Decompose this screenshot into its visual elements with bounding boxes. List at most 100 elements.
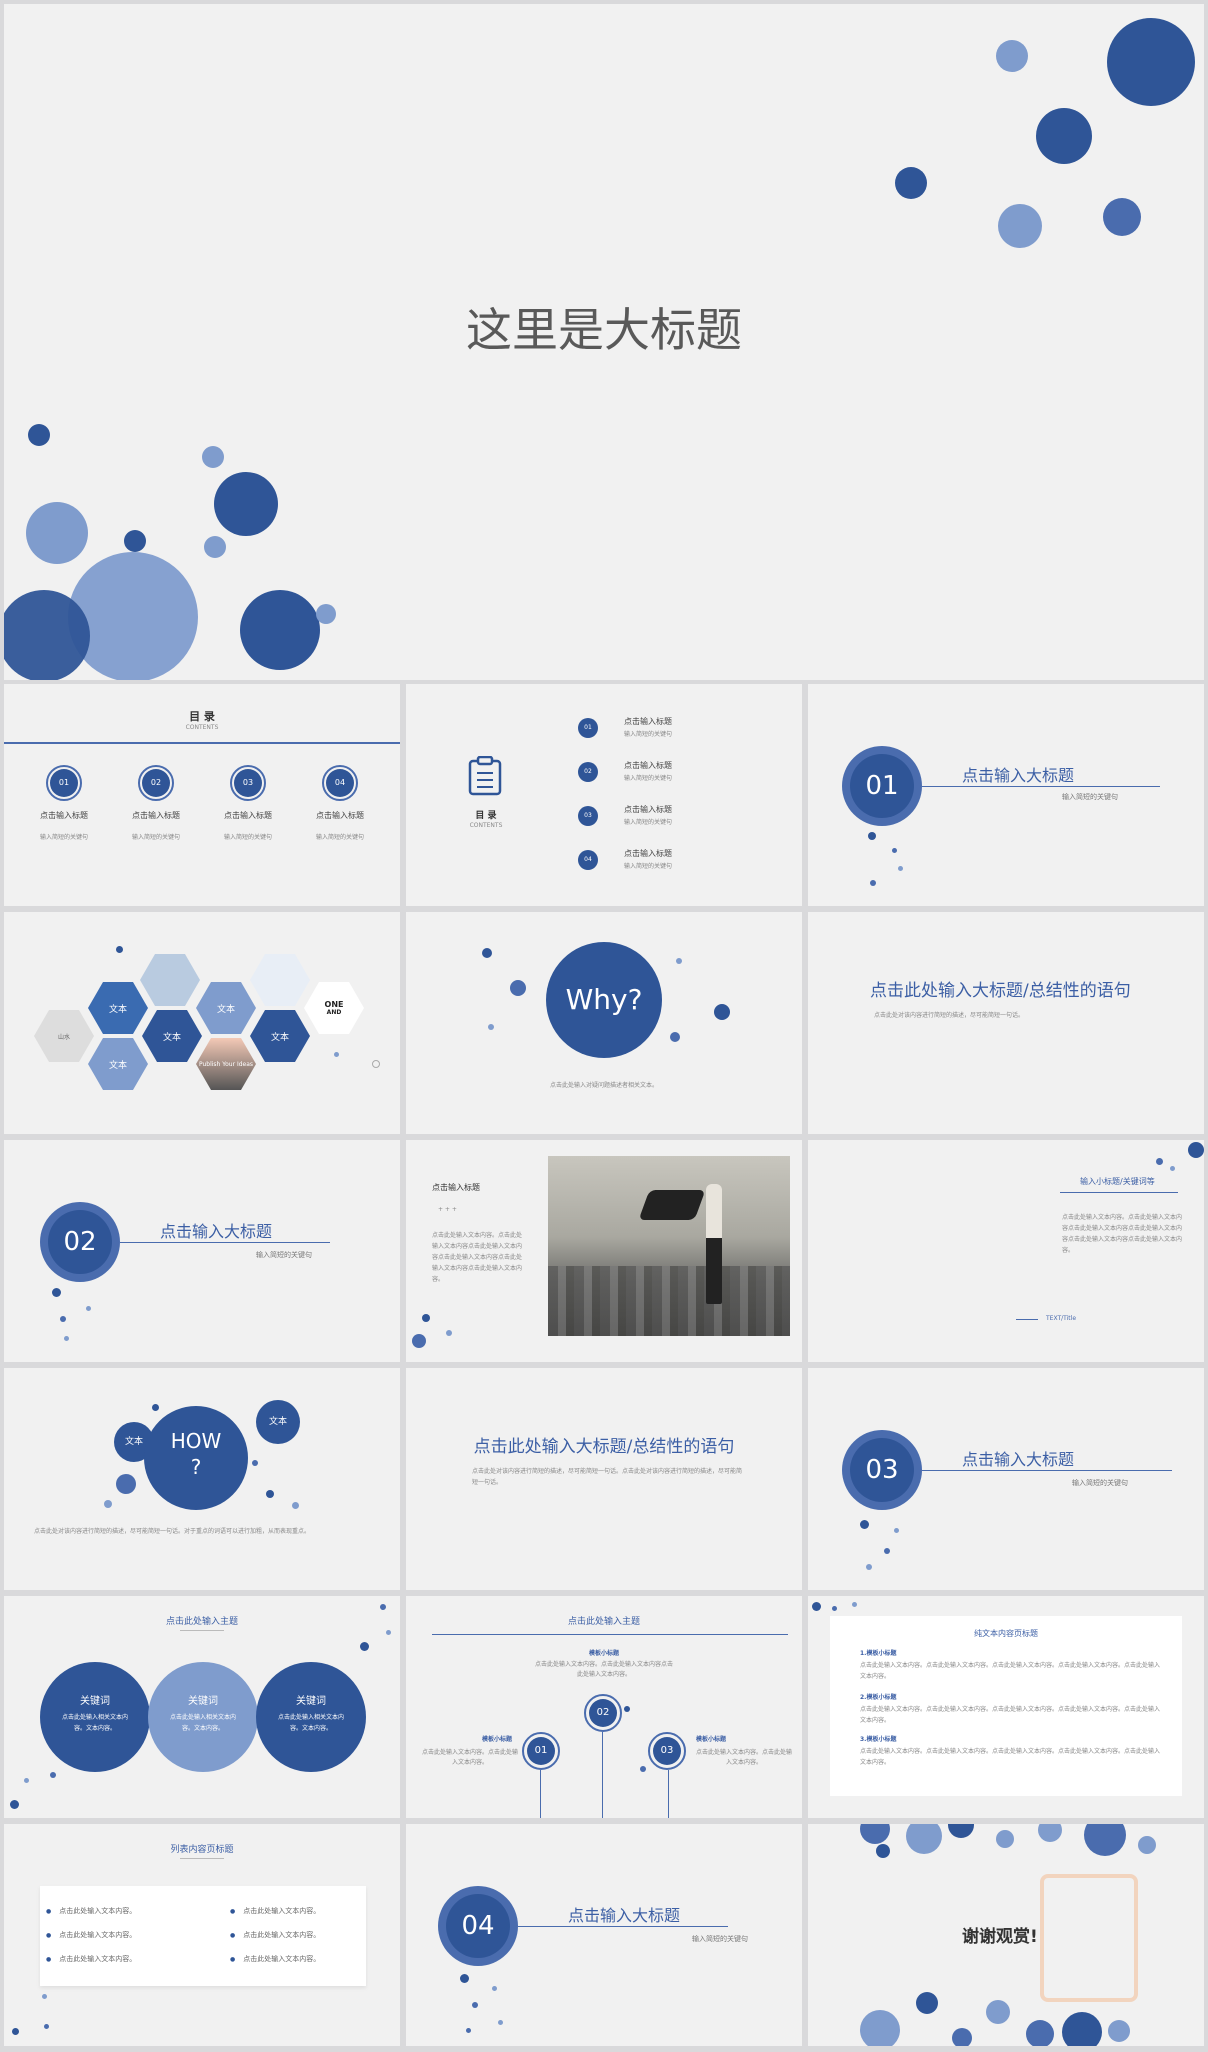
cover-slide[interactable]: 这里是大标题 (4, 4, 1204, 680)
body-text: 点击此处输入文本内容。点击此处输入文本内容点击此处输入文本内容点击此处输入文本内… (1062, 1214, 1183, 1254)
text-card (830, 1616, 1182, 1796)
dot (812, 1602, 821, 1611)
how-label: HOW ? (170, 1429, 222, 1479)
item-ring (522, 1732, 560, 1770)
slide-tree[interactable]: 点击此处输入主题 模板小标题 点击此处输入文本内容。点击此处输入文本内容点击此处… (406, 1596, 802, 1818)
dot (498, 2020, 503, 2025)
bubble (948, 1824, 974, 1838)
item-number: 02 (589, 1699, 617, 1727)
dot (1156, 1158, 1163, 1165)
dot (12, 2028, 19, 2035)
statement-desc: 点击此处对该内容进行简短的描述，尽可能简短一句话。点击此处对该内容进行简短的描述… (472, 1468, 743, 1486)
slide-contents-vertical[interactable]: 目 录 CONTENTS 01 点击输入标题 输入简短的关键句 02 点击输入标… (406, 684, 802, 906)
list-title: 列表内容页标题 (170, 1845, 234, 1855)
slide-contents-horizontal[interactable]: 目 录 CONTENTS 01 点击输入标题 输入简短的关键句 02 点击输入标… (4, 684, 400, 906)
dot (868, 832, 876, 840)
cover-title: 这里是大标题 (466, 303, 742, 357)
dot (832, 1606, 837, 1611)
keyword-circle (148, 1662, 258, 1772)
hex-image: 山水 (34, 1010, 94, 1062)
title-line (120, 1242, 330, 1243)
thanks-title: 谢谢观赏! (962, 1927, 1038, 1947)
bubble (1026, 2020, 1054, 2046)
slide-why[interactable]: Why? 点击此处输入对疑问题描述者相关文本。 (406, 912, 802, 1134)
card-heading: 2.模板小标题 (860, 1694, 897, 1701)
list-item: 点击此处输入文本内容。 (46, 1954, 136, 1964)
keyword-label: 关键词 (80, 1696, 110, 1707)
dot (860, 1520, 869, 1529)
slide-thanks[interactable]: 谢谢观赏! (808, 1824, 1204, 2046)
item-desc: 点击此处输入文本内容。点击此处输入文本内容。 (421, 1749, 518, 1766)
item-desc: 输入简短的关键句 (223, 834, 272, 841)
slide-image-text[interactable]: 点击输入标题 + + + 点击此处输入文本内容。点击此处输入文本内容点击此处输入… (406, 1140, 802, 1362)
dot (360, 1642, 369, 1651)
dot (472, 2002, 478, 2008)
statement-desc: 点击此处对该内容进行简短的描述，尽可能简短一句话。 (874, 1012, 1025, 1019)
slide-section-03[interactable]: 03 点击输入大标题 输入简短的关键句 (808, 1368, 1204, 1590)
section-title: 点击输入大标题 (160, 1222, 273, 1241)
slide-plain-text[interactable]: 纯文本内容页标题 1.模板小标题 点击此处输入文本内容。点击此处输入文本内容。点… (808, 1596, 1204, 1818)
list-item: 点击此处输入文本内容。 (230, 1954, 320, 1964)
item-desc: 输入简短的关键句 (624, 775, 673, 782)
list-item: 点击此处输入文本内容。 (46, 1930, 136, 1940)
bubble (986, 2000, 1010, 2024)
section-number: 03 (850, 1438, 914, 1502)
section-title: 点击输入大标题 (568, 1906, 681, 1925)
slide-section-04[interactable]: 04 点击输入大标题 输入简短的关键句 (406, 1824, 802, 2046)
card-heading: 3.模板小标题 (860, 1736, 897, 1743)
item-label: 点击输入标题 (316, 811, 364, 820)
watermark-logo (1040, 1874, 1138, 2002)
list-item: 点击此处输入文本内容。 (230, 1930, 320, 1940)
text-bubble: 文本 (256, 1400, 300, 1444)
slide-statement-2[interactable]: 点击此处输入大标题/总结性的语句 点击此处对该内容进行简短的描述，尽可能简短一句… (406, 1368, 802, 1590)
dot (60, 1316, 66, 1322)
slide-section-01[interactable]: 01 点击输入大标题 输入简短的关键句 (808, 684, 1204, 906)
dot (870, 880, 876, 886)
keyword-desc: 点击此处输入相关文本内容。文本内容。 (62, 1714, 129, 1732)
slide-section-02[interactable]: 02 点击输入大标题 输入简短的关键句 (4, 1140, 400, 1362)
hex-image (140, 954, 200, 1006)
bubble (895, 167, 927, 199)
topic-line (432, 1634, 788, 1635)
slide-hexagons[interactable]: 山水 文本 文本 文本 文本 Publish Your Ideas 文本 ONE… (4, 912, 400, 1134)
keyword-circle (40, 1662, 150, 1772)
hex-image-caption: AND (326, 1009, 342, 1016)
section-subtitle: 输入简短的关键句 (1072, 1479, 1128, 1487)
bubble (952, 2028, 972, 2046)
dot (116, 1474, 136, 1494)
dot (86, 1306, 91, 1311)
subtitle-line (1060, 1192, 1178, 1193)
dot (1170, 1166, 1175, 1171)
card-heading: 1.模板小标题 (860, 1650, 897, 1657)
content-title: 点击输入标题 (432, 1183, 480, 1192)
card-body: 点击此处输入文本内容。点击此处输入文本内容。点击此处输入文本内容。点击此处输入文… (860, 1706, 1161, 1724)
slide-statement[interactable]: 点击此处输入大标题/总结性的语句 点击此处对该内容进行简短的描述，尽可能简短一句… (808, 912, 1204, 1134)
slide-list[interactable]: 列表内容页标题 点击此处输入文本内容。 点击此处输入文本内容。 点击此处输入文本… (4, 1824, 400, 2046)
item-heading: 模板小标题 (482, 1736, 513, 1743)
item-ring (230, 765, 266, 801)
dot (884, 1548, 890, 1554)
dot (482, 948, 492, 958)
dot (466, 2028, 471, 2033)
item-heading: 模板小标题 (696, 1736, 727, 1743)
item-desc: 输入简短的关键句 (624, 731, 673, 738)
section-subtitle: 输入简短的关键句 (1062, 793, 1118, 801)
hex-image: ONE AND (304, 982, 364, 1034)
tag-label: TEXT/Title (1046, 1315, 1077, 1322)
dot (670, 1032, 680, 1042)
item-desc: 输入简短的关键句 (315, 834, 364, 841)
dot (64, 1336, 69, 1341)
item-desc: 输入简短的关键句 (131, 834, 180, 841)
item-number: 04 (326, 769, 354, 797)
bubble (1062, 2012, 1102, 2046)
slide-how[interactable]: 文本 HOW ? 文本 点击此处对该内容进行简短的描述，尽可能简短一句话。对于重… (4, 1368, 400, 1590)
title-line (180, 1858, 224, 1859)
bubble (1038, 1824, 1062, 1842)
bubble (68, 552, 198, 680)
slide-keywords[interactable]: 点击此处输入主题 关键词 点击此处输入相关文本内容。文本内容。 关键词 点击此处… (4, 1596, 400, 1818)
item-number: 01 (578, 718, 598, 738)
slide-text-right[interactable]: 输入小标题/关键词等 点击此处输入文本内容。点击此处输入文本内容点击此处输入文本… (808, 1140, 1204, 1362)
dot (292, 1502, 299, 1509)
dot (386, 1630, 391, 1635)
item-label: 点击输入标题 (132, 811, 180, 820)
